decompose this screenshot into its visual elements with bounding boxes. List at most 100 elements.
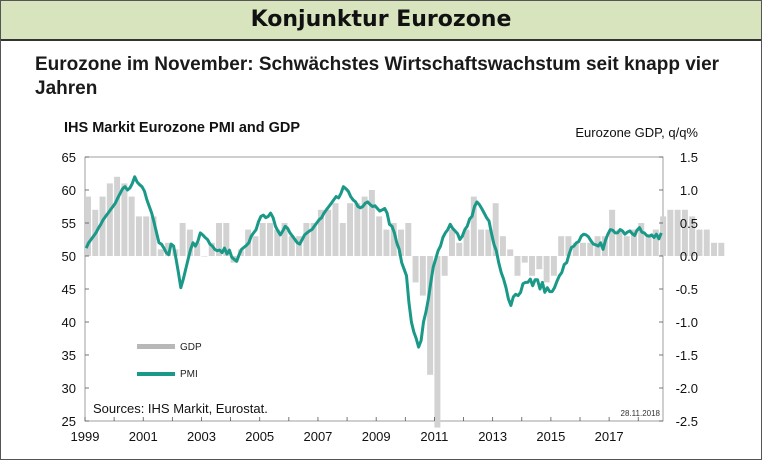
- gdp-bar: [580, 242, 586, 256]
- gdp-bar: [157, 249, 164, 256]
- x-tick-label: 2005: [245, 429, 274, 444]
- gdp-bar: [165, 242, 172, 256]
- left-tick-label: 40: [62, 315, 76, 330]
- gdp-bar: [674, 209, 681, 256]
- plot-area: 65 60 55 50 45 40 35 30 25 1.5 1.0 0.5 0.0 -0.5 -1.0 -…: [62, 150, 725, 444]
- gdp-bar: [609, 209, 616, 256]
- gdp-bar: [441, 256, 448, 276]
- page-title: Konjunktur Eurozone: [250, 7, 512, 32]
- gdp-bar: [216, 223, 223, 256]
- left-tick-label: 30: [62, 381, 76, 396]
- gdp-bar: [274, 229, 281, 256]
- gdp-bars: [85, 176, 725, 428]
- x-axis-ticks: 1999 2001 2003 2005 2007 2009 2011 2013 2015 2017: [71, 417, 639, 444]
- legend-gdp-swatch: [137, 344, 175, 349]
- left-tick-label: 45: [62, 282, 76, 297]
- gdp-bar: [521, 256, 528, 263]
- gdp-bar: [106, 183, 113, 256]
- right-tick-label: 0.0: [680, 249, 698, 264]
- gdp-bar: [689, 216, 696, 256]
- right-tick-label: 0.5: [680, 216, 698, 231]
- gdp-bar: [143, 216, 150, 256]
- chart-headline: Eurozone im November: Schwächstes Wirtsc…: [35, 54, 720, 99]
- gdp-bar: [405, 223, 412, 256]
- gdp-bar: [121, 183, 128, 256]
- right-tick-label: -1.5: [676, 348, 698, 363]
- right-tick-label: 1.5: [680, 150, 698, 165]
- gdp-bar: [558, 236, 565, 256]
- gdp-bar: [638, 223, 645, 256]
- gdp-bar: [543, 256, 550, 283]
- gdp-bar: [296, 236, 303, 256]
- left-tick-label: 35: [62, 348, 76, 363]
- gdp-bar: [376, 216, 383, 256]
- gdp-bar: [347, 203, 354, 256]
- gdp-bar: [85, 196, 91, 256]
- gdp-bar: [630, 229, 637, 256]
- gdp-bar: [652, 229, 659, 256]
- legend-gdp-label: GDP: [180, 342, 202, 353]
- gdp-bar: [201, 256, 208, 257]
- gdp-bar: [354, 203, 361, 256]
- x-tick-label: 2001: [129, 429, 158, 444]
- gdp-bar: [681, 209, 688, 256]
- gdp-bar: [252, 236, 259, 256]
- gdp-bar: [361, 196, 368, 256]
- gdp-bar: [179, 223, 186, 256]
- x-tick-label: 2009: [362, 429, 391, 444]
- pmi-line: [84, 175, 663, 349]
- left-axis-ticks: 65 60 55 50 45 40 35 30 25: [62, 150, 89, 429]
- gdp-bar: [507, 249, 514, 256]
- gdp-bar: [550, 256, 557, 276]
- gdp-bar: [536, 256, 543, 270]
- right-tick-label: -1.0: [676, 315, 698, 330]
- gdp-bar: [711, 242, 718, 256]
- x-tick-label: 2003: [187, 429, 216, 444]
- right-tick-label: -0.5: [676, 282, 698, 297]
- gdp-bar: [645, 236, 652, 256]
- gdp-bar: [616, 229, 623, 256]
- gdp-bar: [208, 242, 215, 256]
- left-tick-label: 25: [62, 414, 76, 429]
- x-tick-label: 2017: [595, 429, 624, 444]
- gdp-bar: [703, 229, 710, 256]
- gdp-bar: [114, 176, 121, 256]
- gdp-bar: [398, 229, 404, 256]
- gdp-bar: [325, 209, 332, 256]
- gdp-bar: [390, 223, 397, 256]
- gdp-bar: [448, 229, 455, 256]
- gdp-bar: [135, 216, 142, 256]
- gdp-bar: [478, 229, 485, 256]
- gdp-bar: [150, 216, 157, 256]
- x-tick-label: 2013: [478, 429, 507, 444]
- gdp-bar: [128, 196, 135, 256]
- gdp-bar: [266, 223, 273, 256]
- gdp-bar: [434, 256, 441, 428]
- gdp-bar: [288, 236, 295, 256]
- gdp-bar: [281, 223, 288, 256]
- gdp-bar: [456, 242, 463, 256]
- gdp-bar: [463, 229, 470, 256]
- gdp-bar: [427, 256, 434, 375]
- gdp-bar: [310, 223, 317, 256]
- gdp-bar: [259, 223, 266, 256]
- gdp-bar: [99, 196, 106, 256]
- left-tick-label: 60: [62, 183, 76, 198]
- gdp-bar: [470, 196, 477, 256]
- gdp-bar: [572, 242, 579, 256]
- date-note: 28.11.2018: [621, 409, 661, 418]
- gdp-bar: [623, 236, 630, 256]
- x-tick-label: 2015: [536, 429, 565, 444]
- gdp-bar: [317, 209, 324, 256]
- gdp-bar: [514, 256, 521, 276]
- gdp-bar: [529, 256, 536, 276]
- gdp-bar: [718, 242, 725, 256]
- gdp-bar: [499, 236, 506, 256]
- right-axis-ticks: 1.5 1.0 0.5 0.0 -0.5 -1.0 -1.5 -2.0 -2.5: [659, 150, 698, 429]
- right-tick-label: -2.0: [676, 381, 698, 396]
- legend: GDP PMI: [137, 342, 202, 380]
- gdp-bar: [419, 256, 426, 296]
- gdp-bar: [223, 223, 230, 256]
- gdp-bar: [660, 216, 667, 256]
